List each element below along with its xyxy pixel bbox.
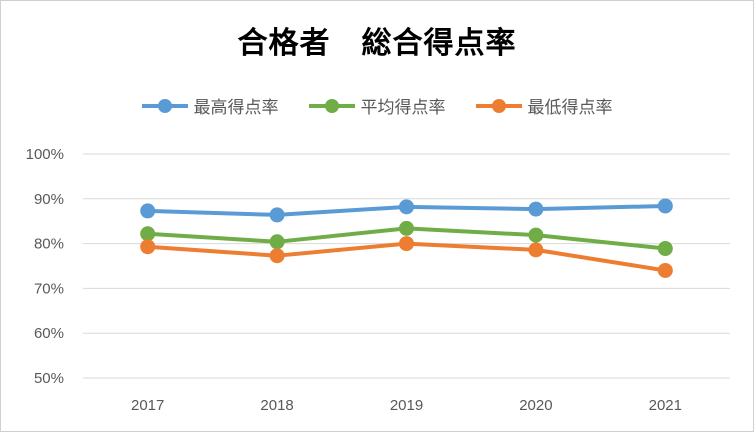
legend-dot-max [157,98,172,113]
x-tick-label: 2018 [260,397,293,414]
data-point [399,199,414,215]
x-tick-label: 2017 [131,397,164,414]
data-point [399,236,414,252]
y-tick-label: 90% [34,191,64,208]
data-point [657,262,673,278]
data-point [528,201,544,217]
x-tick-label: 2020 [519,397,552,414]
legend-item-max: 最高得点率 [141,93,279,118]
data-point [657,241,673,257]
y-tick-label: 60% [34,325,64,342]
legend-item-avg: 平均得点率 [308,93,446,118]
legend-dot-avg [324,98,339,113]
data-point [399,220,414,236]
chart-title: 合格者 総合得点率 [237,26,517,61]
legend-swatch-max [141,98,188,113]
data-point [528,242,544,258]
legend-swatch-min [475,98,522,113]
data-point [140,226,156,242]
legend-swatch-avg [308,98,355,113]
x-tick-label: 2019 [390,397,423,414]
data-point [140,239,156,255]
y-tick-label: 70% [34,280,64,297]
legend-label-avg: 平均得点率 [360,98,446,118]
data-point [269,234,285,250]
legend-label-min: 最低得点率 [527,98,613,118]
legend-item-min: 最低得点率 [475,93,613,118]
legend-dot-min [491,98,506,113]
y-tick-label: 50% [34,370,64,387]
data-point [528,227,544,243]
data-point [140,203,156,219]
chart-legend: 最高得点率 平均得点率 最低得点率 [0,93,754,118]
data-point [269,207,285,223]
y-tick-label: 80% [34,236,64,253]
data-point [657,198,673,214]
legend-label-max: 最高得点率 [193,98,279,118]
x-tick-label: 2021 [649,397,682,414]
y-tick-label: 100% [26,146,64,163]
data-point [269,248,285,264]
